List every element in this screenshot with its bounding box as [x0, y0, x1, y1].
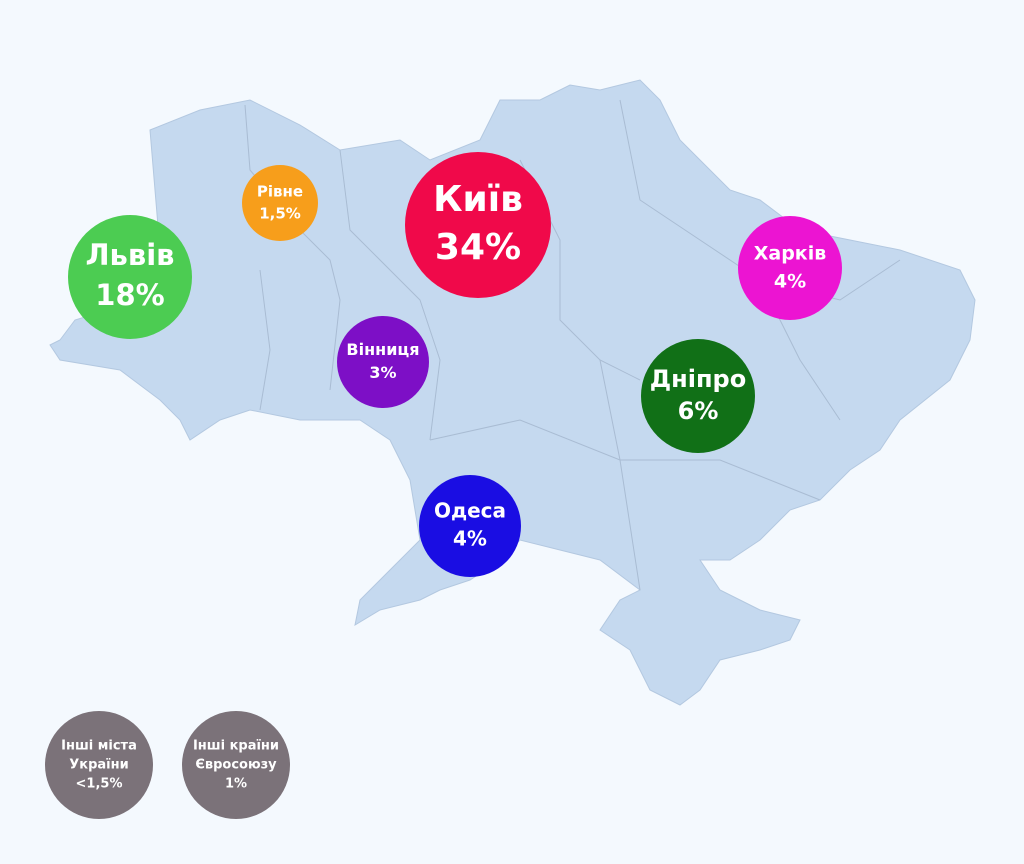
bubble-label: 34%	[435, 227, 521, 268]
bubble-label: 1%	[225, 777, 247, 792]
bubble-label: Львів	[85, 238, 174, 272]
city-bubble	[337, 316, 429, 408]
city-bubble	[405, 152, 551, 298]
bubble-label: Харків	[754, 243, 827, 265]
bubble-label: 6%	[678, 397, 719, 425]
bubble-label: Одеса	[434, 499, 506, 523]
bubble-label: 3%	[369, 363, 396, 382]
bubble-label: <1,5%	[76, 777, 123, 792]
bubble-label: 4%	[453, 527, 487, 551]
bubble-label: 4%	[774, 271, 806, 293]
bubble-label: 18%	[95, 278, 164, 312]
city-bubble	[45, 711, 153, 819]
bubble-label: Дніпро	[650, 365, 746, 393]
bubble-label: Київ	[433, 179, 523, 220]
bubble-label: Рівне	[257, 183, 303, 201]
bubble-label: Вінниця	[346, 340, 419, 359]
bubble-label: Інші міста	[61, 739, 137, 754]
city-bubble	[641, 339, 755, 453]
bubble-label: Інші країни	[193, 739, 279, 754]
city-bubble	[68, 215, 192, 339]
bubble-label: 1,5%	[259, 205, 301, 223]
city-bubble	[738, 216, 842, 320]
city-bubble	[419, 475, 521, 577]
bubble-label: Євросоюзу	[195, 758, 277, 773]
bubble-label: України	[69, 758, 128, 773]
city-bubble	[242, 165, 318, 241]
city-bubble	[182, 711, 290, 819]
